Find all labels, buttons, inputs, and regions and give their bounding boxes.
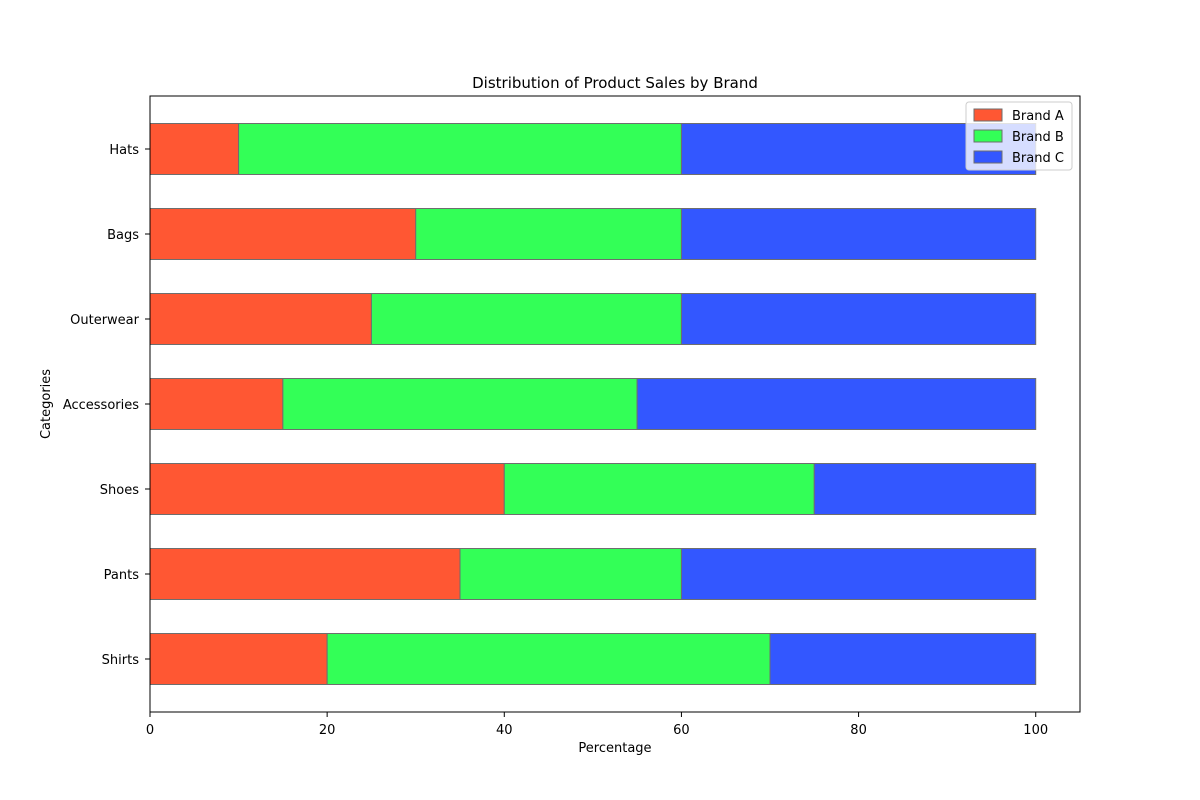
bar-brand-b-pants <box>459 548 682 600</box>
y-tick-label: Pants <box>104 568 140 583</box>
x-tick-label: 40 <box>496 723 513 738</box>
bar-brand-b-hats <box>238 123 682 175</box>
x-tick-label: 0 <box>146 723 154 738</box>
x-tick-label: 80 <box>850 723 867 738</box>
bar-brand-b-shoes <box>503 463 815 515</box>
y-tick-label: Shirts <box>102 653 140 668</box>
bar-brand-c-bags <box>680 208 1037 260</box>
bar-brand-a-outerwear <box>149 293 372 345</box>
bar-brand-b-shirts <box>326 633 771 685</box>
y-tick-label: Accessories <box>63 398 139 413</box>
bar-brand-c-shoes <box>813 463 1037 515</box>
y-axis: Shirts Pants Shoes Accessories Outerwear Bags… <box>63 143 150 668</box>
bar-brand-c-accessories <box>636 378 1037 430</box>
x-axis: 0 20 40 60 80 100 <box>146 712 1048 738</box>
x-tick-label: 20 <box>319 723 336 738</box>
bar-brand-a-pants <box>149 548 461 600</box>
y-tick-label: Outerwear <box>70 313 140 328</box>
bar-brand-b-bags <box>415 208 682 260</box>
bar-brand-a-accessories <box>149 378 284 430</box>
bar-brand-c-outerwear <box>680 293 1037 345</box>
y-axis-label: Categories <box>39 369 54 439</box>
bar-brand-a-shoes <box>149 463 505 515</box>
bar-brand-a-hats <box>149 123 240 175</box>
x-axis-label: Percentage <box>578 741 651 756</box>
bar-brand-c-shirts <box>769 633 1037 685</box>
legend-swatch <box>973 129 1003 143</box>
bar-brand-a-bags <box>149 208 417 260</box>
legend-swatch <box>973 108 1003 122</box>
bar-brand-c-pants <box>680 548 1037 600</box>
bar-brand-b-outerwear <box>370 293 682 345</box>
x-tick-label: 100 <box>1023 723 1048 738</box>
chart-title: Distribution of Product Sales by Brand <box>472 74 758 92</box>
legend: Brand A Brand B Brand C <box>965 101 1073 171</box>
bars-layer <box>149 123 1037 685</box>
y-tick-label: Hats <box>109 143 139 158</box>
legend-label: Brand A <box>1012 109 1064 124</box>
bar-brand-b-accessories <box>282 378 638 430</box>
x-tick-label: 60 <box>673 723 690 738</box>
y-tick-label: Shoes <box>100 483 139 498</box>
y-tick-label: Bags <box>107 228 139 243</box>
legend-label: Brand B <box>1012 130 1064 145</box>
legend-label: Brand C <box>1012 151 1064 166</box>
legend-swatch <box>973 150 1003 164</box>
bar-brand-a-shirts <box>149 633 328 685</box>
